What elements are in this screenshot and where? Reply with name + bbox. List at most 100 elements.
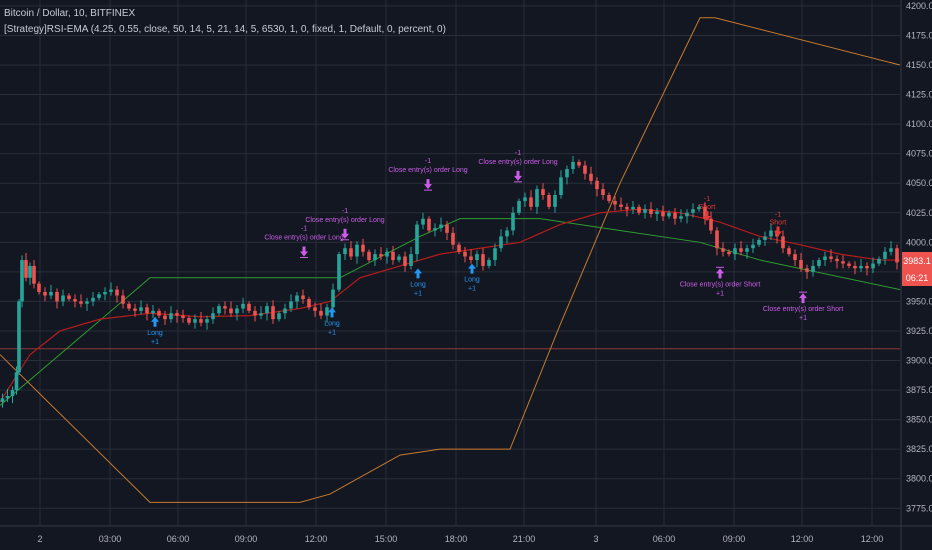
candle-body: [745, 248, 749, 252]
candle-body: [253, 310, 257, 316]
candle-body: [391, 251, 395, 261]
candle-body: [373, 254, 377, 261]
candle-body: [37, 283, 41, 292]
candle-body: [511, 212, 515, 231]
candle-body: [277, 313, 281, 320]
price-label: 3983.1 06:21: [902, 252, 932, 286]
close-arrow-icon: [716, 268, 724, 279]
candle-body: [163, 315, 167, 320]
candle-body: [427, 218, 431, 231]
short-arrow-icon: [774, 226, 782, 237]
candle-body: [367, 251, 371, 261]
candle-body: [301, 295, 305, 300]
candle-body: [661, 211, 665, 217]
candle-body: [187, 317, 191, 323]
annotation-label: Close entry(s) order Short: [763, 306, 844, 313]
candle-body: [217, 306, 221, 314]
annotation-label: Close entry(s) order Long: [305, 217, 384, 224]
annotation-label: Long: [410, 281, 426, 288]
candle-body: [91, 297, 95, 302]
candle-body: [463, 251, 467, 257]
candle-body: [265, 306, 269, 314]
candle-body: [781, 236, 785, 249]
y-tick-label: 4200.0: [906, 1, 932, 11]
x-tick-label: 21:00: [513, 534, 536, 544]
candle-body: [289, 301, 293, 309]
annotation-label: Short: [699, 204, 716, 211]
close-arrow-icon: [300, 246, 308, 257]
candle-body: [517, 200, 521, 213]
candle-body: [583, 165, 587, 174]
y-tick-label: 4000.0: [906, 237, 932, 247]
annotation-qty: +1: [328, 329, 336, 336]
long-arrow-icon: [468, 263, 476, 274]
candle-body: [859, 265, 863, 269]
short-arrow-icon: [703, 211, 711, 222]
candle-body: [751, 244, 755, 249]
annotation-qty: -1: [301, 225, 307, 232]
annotation-qty: -1: [515, 150, 521, 157]
annotation-qty: -1: [425, 158, 431, 165]
candle-body: [637, 206, 641, 213]
candle-body: [127, 303, 131, 309]
candle-body: [313, 307, 317, 311]
candle-body: [895, 248, 899, 263]
annotation-label: Short: [770, 219, 787, 226]
close-arrow-icon: [514, 170, 522, 181]
y-tick-label: 4050.0: [906, 178, 932, 188]
y-tick-label: 3825.0: [906, 444, 932, 454]
candle-body: [385, 251, 389, 257]
candle-body: [799, 260, 803, 269]
candle-body: [181, 315, 185, 318]
candle-body: [10, 390, 15, 396]
candle-body: [523, 197, 527, 201]
candle-body: [877, 258, 881, 264]
x-tick-label: 03:00: [99, 534, 122, 544]
y-tick-label: 4075.0: [906, 149, 932, 159]
candle-body: [565, 169, 569, 178]
candles: [0, 156, 899, 408]
annotation-label: Long: [147, 330, 163, 337]
candle-body: [241, 303, 245, 309]
candle-body: [721, 248, 725, 252]
x-tick-label: 2: [37, 534, 42, 544]
candle-body: [403, 256, 407, 266]
candle-body: [757, 239, 761, 245]
candle-body: [445, 224, 449, 233]
annotation-label: Long: [324, 320, 340, 327]
candle-body: [727, 251, 731, 255]
candle-body: [679, 216, 683, 219]
x-tick-label: 15:00: [375, 534, 398, 544]
candle-body: [307, 299, 311, 308]
candle-body: [703, 206, 707, 219]
x-tick-label: 12:00: [861, 534, 884, 544]
candle-body: [157, 310, 161, 316]
candle-body: [739, 248, 743, 252]
x-axis: 2 03:00 06:00 09:00 12:00 15:00 18:00 21:00 3 06:…: [37, 534, 883, 544]
candle-body: [169, 313, 173, 320]
annotation-qty: -1: [775, 211, 781, 218]
y-tick-label: 4150.0: [906, 60, 932, 70]
orange-line-path: [0, 17, 901, 503]
candle-body: [43, 291, 47, 296]
candle-body: [5, 395, 10, 399]
y-tick-label: 3775.0: [906, 503, 932, 513]
candle-body: [481, 254, 485, 266]
candle-body: [397, 256, 401, 261]
candle-body: [139, 307, 143, 311]
candle-body: [547, 195, 551, 207]
annotation-qty: -1: [342, 208, 348, 215]
y-tick-label: 3850.0: [906, 415, 932, 425]
y-tick-label: 3900.0: [906, 356, 932, 366]
candle-body: [709, 218, 713, 231]
x-tick-label: 3: [593, 534, 598, 544]
candle-body: [823, 256, 827, 261]
candle-body: [505, 230, 509, 237]
candle-body: [487, 260, 491, 266]
candle-body: [235, 308, 239, 314]
candle-body: [379, 254, 383, 257]
candle-body: [20, 260, 24, 302]
long-arrow-icon: [414, 268, 422, 279]
